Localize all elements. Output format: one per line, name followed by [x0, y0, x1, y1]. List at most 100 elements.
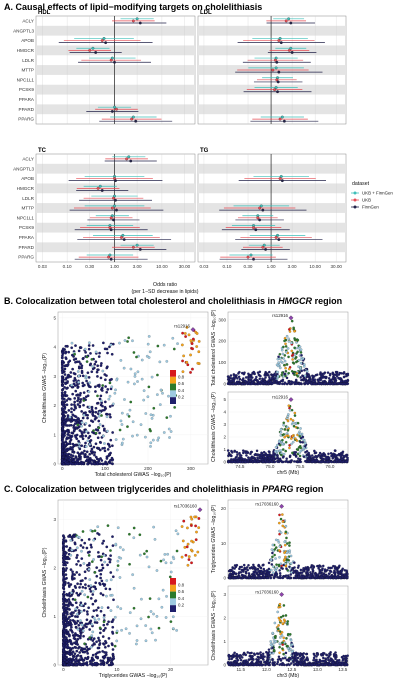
locus-point-bottom	[274, 450, 277, 453]
scatter-point	[63, 663, 66, 666]
scatter-point	[78, 573, 81, 576]
locus-x-tick: 76.0	[326, 464, 335, 469]
locus-point-top	[260, 379, 263, 383]
locus-point-top	[323, 568, 327, 571]
locus-point-top	[273, 377, 277, 380]
scatter-point	[103, 442, 106, 445]
locus-point-top	[293, 353, 297, 357]
scatter-point	[81, 626, 85, 630]
scatter-point	[115, 568, 119, 572]
locus-point-bottom	[278, 605, 282, 609]
locus-point-bottom	[230, 451, 234, 454]
scatter-point	[138, 553, 142, 557]
locus-point-bottom	[227, 454, 230, 458]
scatter-point	[73, 542, 77, 546]
locus-x-tick: 75.5	[296, 464, 305, 469]
locus-point-bottom	[276, 610, 279, 614]
scatter-point	[126, 340, 129, 343]
scatter-point	[169, 430, 173, 433]
ld-colorbar-label: 0.4	[178, 596, 185, 601]
scatter-point	[88, 341, 91, 345]
forest-point-ldl	[276, 80, 280, 84]
scatter-point	[97, 426, 101, 430]
locus-point-bottom	[289, 417, 293, 421]
locus-point-top	[228, 576, 231, 580]
locus-point-bottom	[264, 459, 267, 463]
locus-point-top	[250, 576, 254, 580]
locus-point-bottom	[235, 450, 239, 454]
legend-key	[353, 198, 357, 202]
scatter-point	[103, 347, 107, 351]
target-label: ACLY	[22, 19, 34, 24]
scatter-point	[72, 451, 76, 454]
locus-point-bottom	[346, 456, 349, 460]
scatter-point	[85, 450, 89, 454]
scatter-point	[110, 642, 114, 645]
scatter-point	[65, 660, 69, 664]
scatter-point	[62, 593, 66, 596]
scatter-point	[68, 440, 72, 443]
scatter-point	[64, 351, 67, 355]
ld-colorbar-label: 0.2	[178, 603, 185, 608]
scatter-point	[123, 398, 126, 401]
forest-row-band	[36, 45, 195, 56]
scatter-point	[86, 462, 89, 466]
scatter-point	[74, 344, 77, 347]
locus-point-bottom	[276, 456, 279, 459]
locus-point-bottom	[309, 455, 312, 459]
scatter-point	[70, 410, 73, 414]
scatter-point	[186, 363, 190, 367]
locus-point-bottom	[301, 441, 305, 444]
forest-row-band	[198, 104, 346, 115]
locus-point-bottom	[291, 421, 295, 424]
locus-point-top	[327, 575, 330, 578]
scatter-point	[87, 554, 91, 557]
forest-point-ldl	[277, 39, 281, 42]
scatter-point	[81, 357, 85, 361]
forest-point-ldl	[282, 119, 286, 123]
scatter-point	[74, 548, 77, 552]
scatter-point	[83, 642, 86, 646]
target-label: LDLR	[22, 58, 34, 63]
forest-point-ldl	[279, 41, 283, 45]
forest-point-tg	[249, 253, 253, 257]
scatter-point	[109, 578, 113, 582]
locus-point-bottom	[307, 451, 311, 455]
locus-point-top	[334, 377, 337, 380]
scatter-point	[164, 561, 168, 565]
scatter-y-tick: 3	[53, 517, 56, 522]
scatter-point	[147, 385, 151, 389]
scatter-point	[119, 419, 123, 423]
scatter-point	[70, 623, 73, 626]
scatter-point	[169, 570, 173, 574]
scatter-point	[145, 549, 149, 553]
locus-point-top	[238, 571, 241, 574]
scatter-point	[99, 364, 103, 367]
scatter-point	[65, 545, 69, 548]
locus-point-bottom	[235, 657, 239, 660]
scatter-point	[95, 566, 99, 569]
scatter-point	[66, 663, 69, 667]
locus-point-bottom	[342, 454, 346, 458]
locus-point-top	[262, 575, 266, 579]
locus-point-bottom	[340, 457, 344, 461]
forest-point-tc	[107, 255, 111, 259]
locus-point-top	[237, 575, 241, 579]
scatter-point	[104, 639, 107, 643]
locus-point-top	[331, 382, 334, 386]
scatter-point	[191, 337, 195, 341]
locus-point-top	[281, 371, 284, 375]
scatter-point	[91, 639, 95, 643]
scatter-point	[144, 624, 148, 627]
scatter-point	[92, 658, 95, 662]
locus-point-top	[284, 345, 288, 348]
scatter-point	[150, 375, 154, 379]
scatter-point	[103, 655, 107, 659]
scatter-point	[75, 393, 78, 397]
scatter-point	[97, 551, 100, 554]
scatter-point	[85, 657, 89, 661]
locus-point-top	[275, 563, 278, 566]
scatter-point	[97, 458, 101, 461]
scatter-x-tick: 0	[62, 667, 65, 672]
scatter-point	[176, 532, 180, 536]
